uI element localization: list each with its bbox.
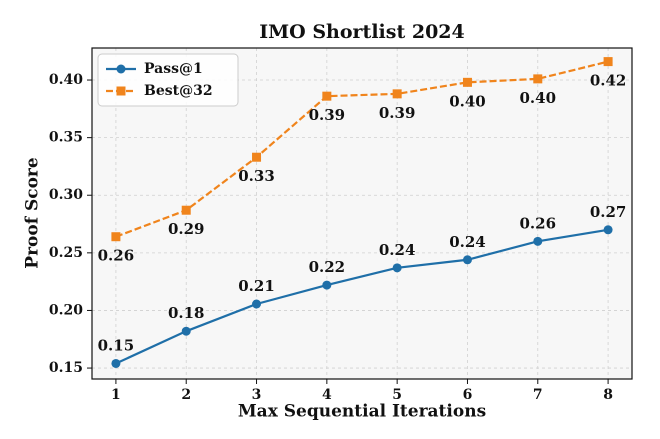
y-tick-label: 0.25	[49, 245, 83, 261]
value-label: 0.29	[168, 220, 205, 238]
value-label: 0.33	[238, 167, 275, 185]
x-tick-label: 1	[111, 387, 121, 403]
marker	[322, 91, 332, 101]
x-tick-label: 3	[252, 387, 262, 403]
marker	[252, 299, 262, 309]
x-tick-label: 7	[533, 387, 543, 403]
marker	[111, 358, 121, 368]
marker	[392, 89, 402, 99]
legend-label: Pass@1	[144, 61, 203, 77]
y-tick-label: 0.20	[49, 302, 83, 318]
x-tick-label: 8	[603, 387, 613, 403]
legend-marker	[116, 64, 126, 74]
marker	[533, 236, 543, 246]
marker	[603, 225, 613, 235]
y-tick-label: 0.35	[49, 130, 83, 146]
plot-frame	[91, 47, 633, 380]
y-tick-label: 0.40	[49, 72, 83, 88]
x-tick-label: 4	[322, 387, 332, 403]
series-line	[115, 60, 609, 238]
x-axis-label: Max Sequential Iterations	[238, 402, 486, 422]
series-line	[115, 228, 609, 365]
value-label: 0.15	[98, 336, 135, 354]
marker	[603, 57, 613, 67]
value-label: 0.24	[449, 233, 486, 251]
value-label: 0.26	[520, 214, 557, 232]
value-label: 0.40	[520, 89, 557, 107]
value-label: 0.27	[590, 203, 627, 221]
marker	[462, 77, 472, 87]
y-tick-label: 0.30	[49, 187, 83, 203]
value-label: 0.24	[379, 241, 416, 259]
value-label: 0.39	[379, 104, 416, 122]
legend-box	[97, 53, 239, 107]
legend-label: Best@32	[144, 83, 213, 99]
y-tick-label: 0.15	[49, 360, 83, 376]
marker	[111, 232, 121, 242]
value-label: 0.18	[168, 304, 205, 322]
marker	[252, 152, 262, 162]
value-label: 0.40	[449, 92, 486, 110]
x-tick-label: 6	[463, 387, 473, 403]
marker	[462, 255, 472, 265]
marker	[181, 205, 191, 215]
y-axis-label: Proof Score	[23, 157, 43, 269]
value-label: 0.39	[309, 106, 346, 124]
marker	[392, 263, 402, 273]
value-label: 0.22	[309, 258, 346, 276]
legend-marker	[116, 86, 126, 96]
value-label: 0.21	[238, 277, 275, 295]
value-label: 0.26	[98, 247, 135, 265]
marker	[322, 280, 332, 290]
x-tick-label: 5	[392, 387, 402, 403]
marker	[533, 74, 543, 84]
marker	[181, 326, 191, 336]
value-label: 0.42	[590, 72, 627, 90]
chart-title: IMO Shortlist 2024	[259, 21, 464, 43]
x-tick-label: 2	[181, 387, 191, 403]
